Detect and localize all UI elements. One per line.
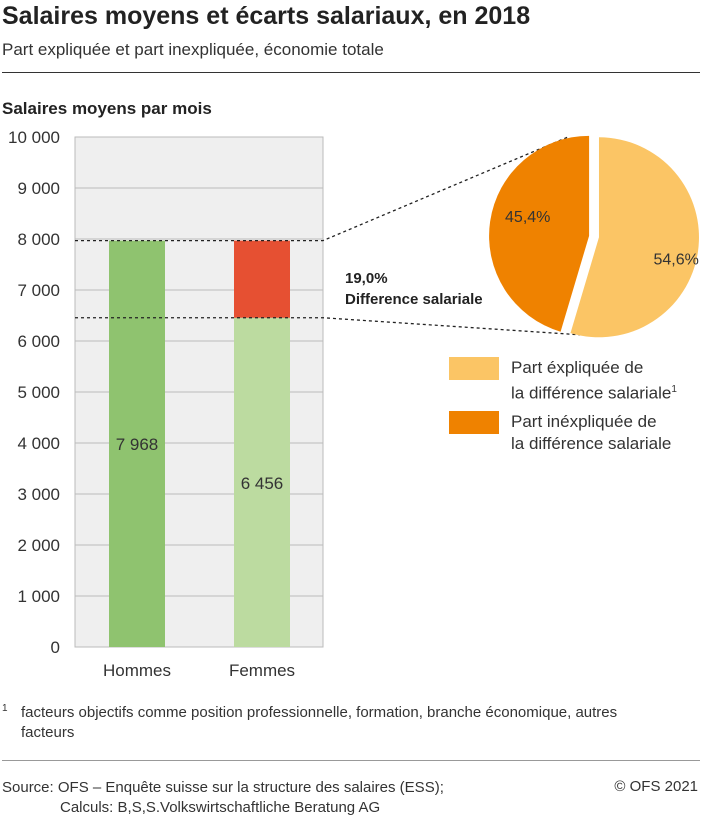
x-tick-label: Femmes — [229, 661, 295, 680]
y-tick-label: 2 000 — [17, 536, 60, 555]
bar-hommes — [109, 240, 165, 647]
y-tick-label: 1 000 — [17, 587, 60, 606]
chart-svg: 0 1 000 2 000 3 000 4 000 5 000 6 000 7 000 8 00… — [8, 128, 699, 680]
pie-data-label: 54,6% — [653, 252, 698, 269]
gap-annotation-label: Difference salariale — [345, 291, 483, 308]
y-tick-label: 4 000 — [17, 434, 60, 453]
divider — [2, 72, 700, 73]
y-tick-label: 0 — [51, 638, 60, 657]
bar-data-label: 6 456 — [241, 474, 284, 493]
y-tick-label: 10 000 — [8, 128, 60, 147]
legend-swatch-explained — [449, 357, 499, 380]
pie-data-label: 45,4% — [505, 209, 550, 226]
footnote-text: facteurs objectifs comme position profes… — [21, 704, 618, 741]
pie-slice — [570, 137, 699, 338]
divider — [2, 760, 700, 761]
bar-femmes — [234, 317, 290, 647]
copyright: © OFS 2021 — [614, 778, 698, 795]
y-tick-label: 3 000 — [17, 485, 60, 504]
y-tick-label: 7 000 — [17, 281, 60, 300]
legend-swatch-unexplained — [449, 411, 499, 434]
chart-subtitle: Part expliquée et part inexpliquée, écon… — [2, 40, 384, 59]
connector-line-bottom — [75, 317, 599, 337]
y-tick-label: 6 000 — [17, 332, 60, 351]
y-tick-label: 9 000 — [17, 179, 60, 198]
y-tick-label: 8 000 — [17, 230, 60, 249]
x-tick-label: Hommes — [103, 661, 171, 680]
pie-slice — [489, 135, 590, 332]
y-axis-label: Salaires moyens par mois — [2, 99, 212, 118]
bar-data-label: 7 968 — [116, 435, 159, 454]
connector-line-top — [75, 136, 569, 242]
legend-label-explained: Part éxpliquée de la différence salarial… — [511, 358, 677, 403]
footnote-mark: 1 — [2, 703, 8, 714]
y-tick-label: 5 000 — [17, 383, 60, 402]
gap-annotation-value: 19,0% — [345, 270, 388, 287]
chart-title: Salaires moyens et écarts salariaux, en … — [2, 2, 531, 30]
legend-label-unexplained: Part inéxpliquée de la différence salari… — [511, 412, 672, 453]
bar-gap-segment — [234, 240, 290, 318]
source-note: Source: OFS – Enquête suisse sur la stru… — [2, 779, 444, 816]
